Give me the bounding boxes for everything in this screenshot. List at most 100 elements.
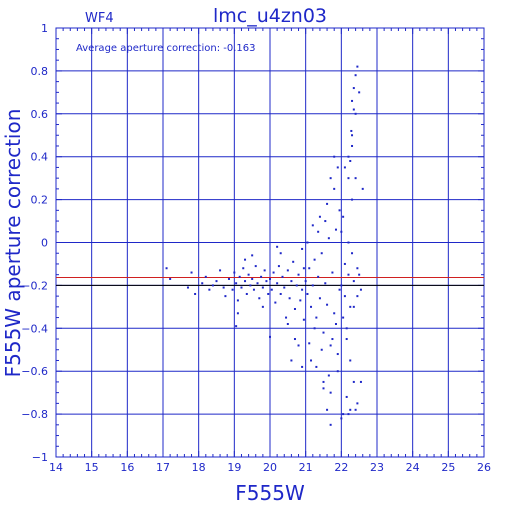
data-point-91 — [318, 215, 321, 218]
data-point-55 — [295, 284, 298, 287]
y-axis-title: F555W aperture correction — [1, 109, 25, 378]
data-point-37 — [244, 258, 247, 261]
data-point-137 — [340, 417, 343, 420]
y-tick-label-5: 0 — [41, 237, 48, 250]
data-point-32 — [263, 269, 266, 272]
data-point-154 — [329, 177, 332, 180]
x-tick-label-12: 26 — [477, 461, 491, 474]
data-point-157 — [322, 387, 325, 390]
data-point-135 — [349, 159, 352, 162]
data-point-3 — [190, 271, 193, 274]
data-point-105 — [334, 323, 337, 326]
data-point-41 — [270, 288, 273, 291]
data-point-13 — [227, 277, 230, 280]
data-point-130 — [352, 87, 355, 90]
data-point-85 — [334, 228, 337, 231]
data-point-92 — [322, 380, 325, 383]
data-point-111 — [347, 241, 350, 244]
data-point-87 — [338, 288, 341, 291]
data-point-23 — [247, 273, 250, 276]
data-point-89 — [311, 224, 314, 227]
data-point-5 — [201, 282, 204, 285]
data-point-113 — [351, 198, 354, 201]
data-point-59 — [302, 267, 305, 270]
data-point-133 — [350, 129, 353, 132]
data-point-71 — [310, 305, 313, 308]
data-point-144 — [342, 215, 345, 218]
data-point-131 — [351, 99, 354, 102]
data-point-126 — [356, 295, 359, 298]
data-point-62 — [293, 338, 296, 341]
data-point-138 — [347, 413, 350, 416]
y-tick-label-9: 0.8 — [31, 65, 49, 78]
data-point-103 — [327, 374, 330, 377]
data-point-88 — [308, 342, 311, 345]
data-point-97 — [306, 241, 309, 244]
data-point-153 — [336, 166, 339, 169]
data-point-115 — [354, 177, 357, 180]
data-point-67 — [302, 318, 305, 321]
data-point-45 — [277, 265, 280, 268]
data-point-125 — [354, 112, 357, 115]
y-tick-label-7: 0.4 — [31, 151, 49, 164]
x-axis-title: F555W — [235, 481, 305, 505]
data-point-4 — [194, 292, 197, 295]
data-point-143 — [340, 230, 343, 233]
data-point-69 — [306, 292, 309, 295]
data-point-106 — [338, 209, 341, 212]
data-point-9 — [215, 280, 218, 283]
data-point-66 — [290, 359, 293, 362]
data-point-141 — [347, 273, 350, 276]
x-tick-label-1: 15 — [85, 461, 99, 474]
data-point-93 — [326, 202, 329, 205]
data-point-129 — [354, 74, 357, 77]
data-point-72 — [311, 284, 314, 287]
data-point-74 — [315, 316, 318, 319]
data-point-40 — [269, 277, 271, 280]
data-point-36 — [235, 325, 238, 328]
data-point-54 — [293, 307, 296, 310]
x-tick-label-9: 23 — [370, 461, 384, 474]
data-point-10 — [219, 269, 222, 272]
x-tick-label-10: 24 — [406, 461, 420, 474]
data-point-145 — [345, 327, 348, 330]
data-point-48 — [283, 286, 286, 289]
data-point-29 — [258, 297, 261, 300]
data-point-114 — [352, 380, 355, 383]
data-point-76 — [318, 297, 321, 300]
data-point-78 — [322, 331, 325, 334]
x-tick-label-4: 18 — [192, 461, 206, 474]
data-point-60 — [279, 252, 282, 255]
data-point-81 — [327, 237, 330, 240]
data-point-68 — [304, 280, 307, 283]
data-point-109 — [343, 262, 346, 265]
data-point-39 — [261, 305, 264, 308]
reference-lines — [56, 276, 484, 286]
data-point-30 — [260, 275, 263, 278]
data-point-24 — [249, 284, 252, 287]
data-point-61 — [286, 323, 289, 326]
data-point-101 — [320, 348, 323, 351]
data-point-8 — [211, 284, 214, 287]
data-point-86 — [336, 353, 339, 356]
data-point-50 — [286, 269, 289, 272]
data-point-46 — [279, 292, 282, 295]
data-point-128 — [356, 65, 359, 68]
data-point-15 — [233, 271, 236, 274]
data-point-146 — [349, 305, 352, 308]
data-point-140 — [343, 295, 346, 298]
data-point-53 — [292, 260, 295, 263]
data-point-99 — [313, 327, 316, 330]
data-point-82 — [329, 344, 332, 347]
data-point-77 — [320, 252, 323, 255]
data-point-20 — [242, 267, 245, 270]
data-point-6 — [204, 275, 207, 278]
data-point-52 — [290, 280, 293, 283]
tick-labels: 14 15 16 17 18 19 20 21 22 23 24 25 26 −1 −0.8 −0.6 −0.4… — [21, 22, 491, 474]
data-point-79 — [324, 282, 327, 285]
data-point-25 — [251, 277, 254, 280]
data-point-127 — [358, 91, 361, 94]
data-point-139 — [354, 408, 357, 411]
data-point-27 — [254, 265, 257, 268]
